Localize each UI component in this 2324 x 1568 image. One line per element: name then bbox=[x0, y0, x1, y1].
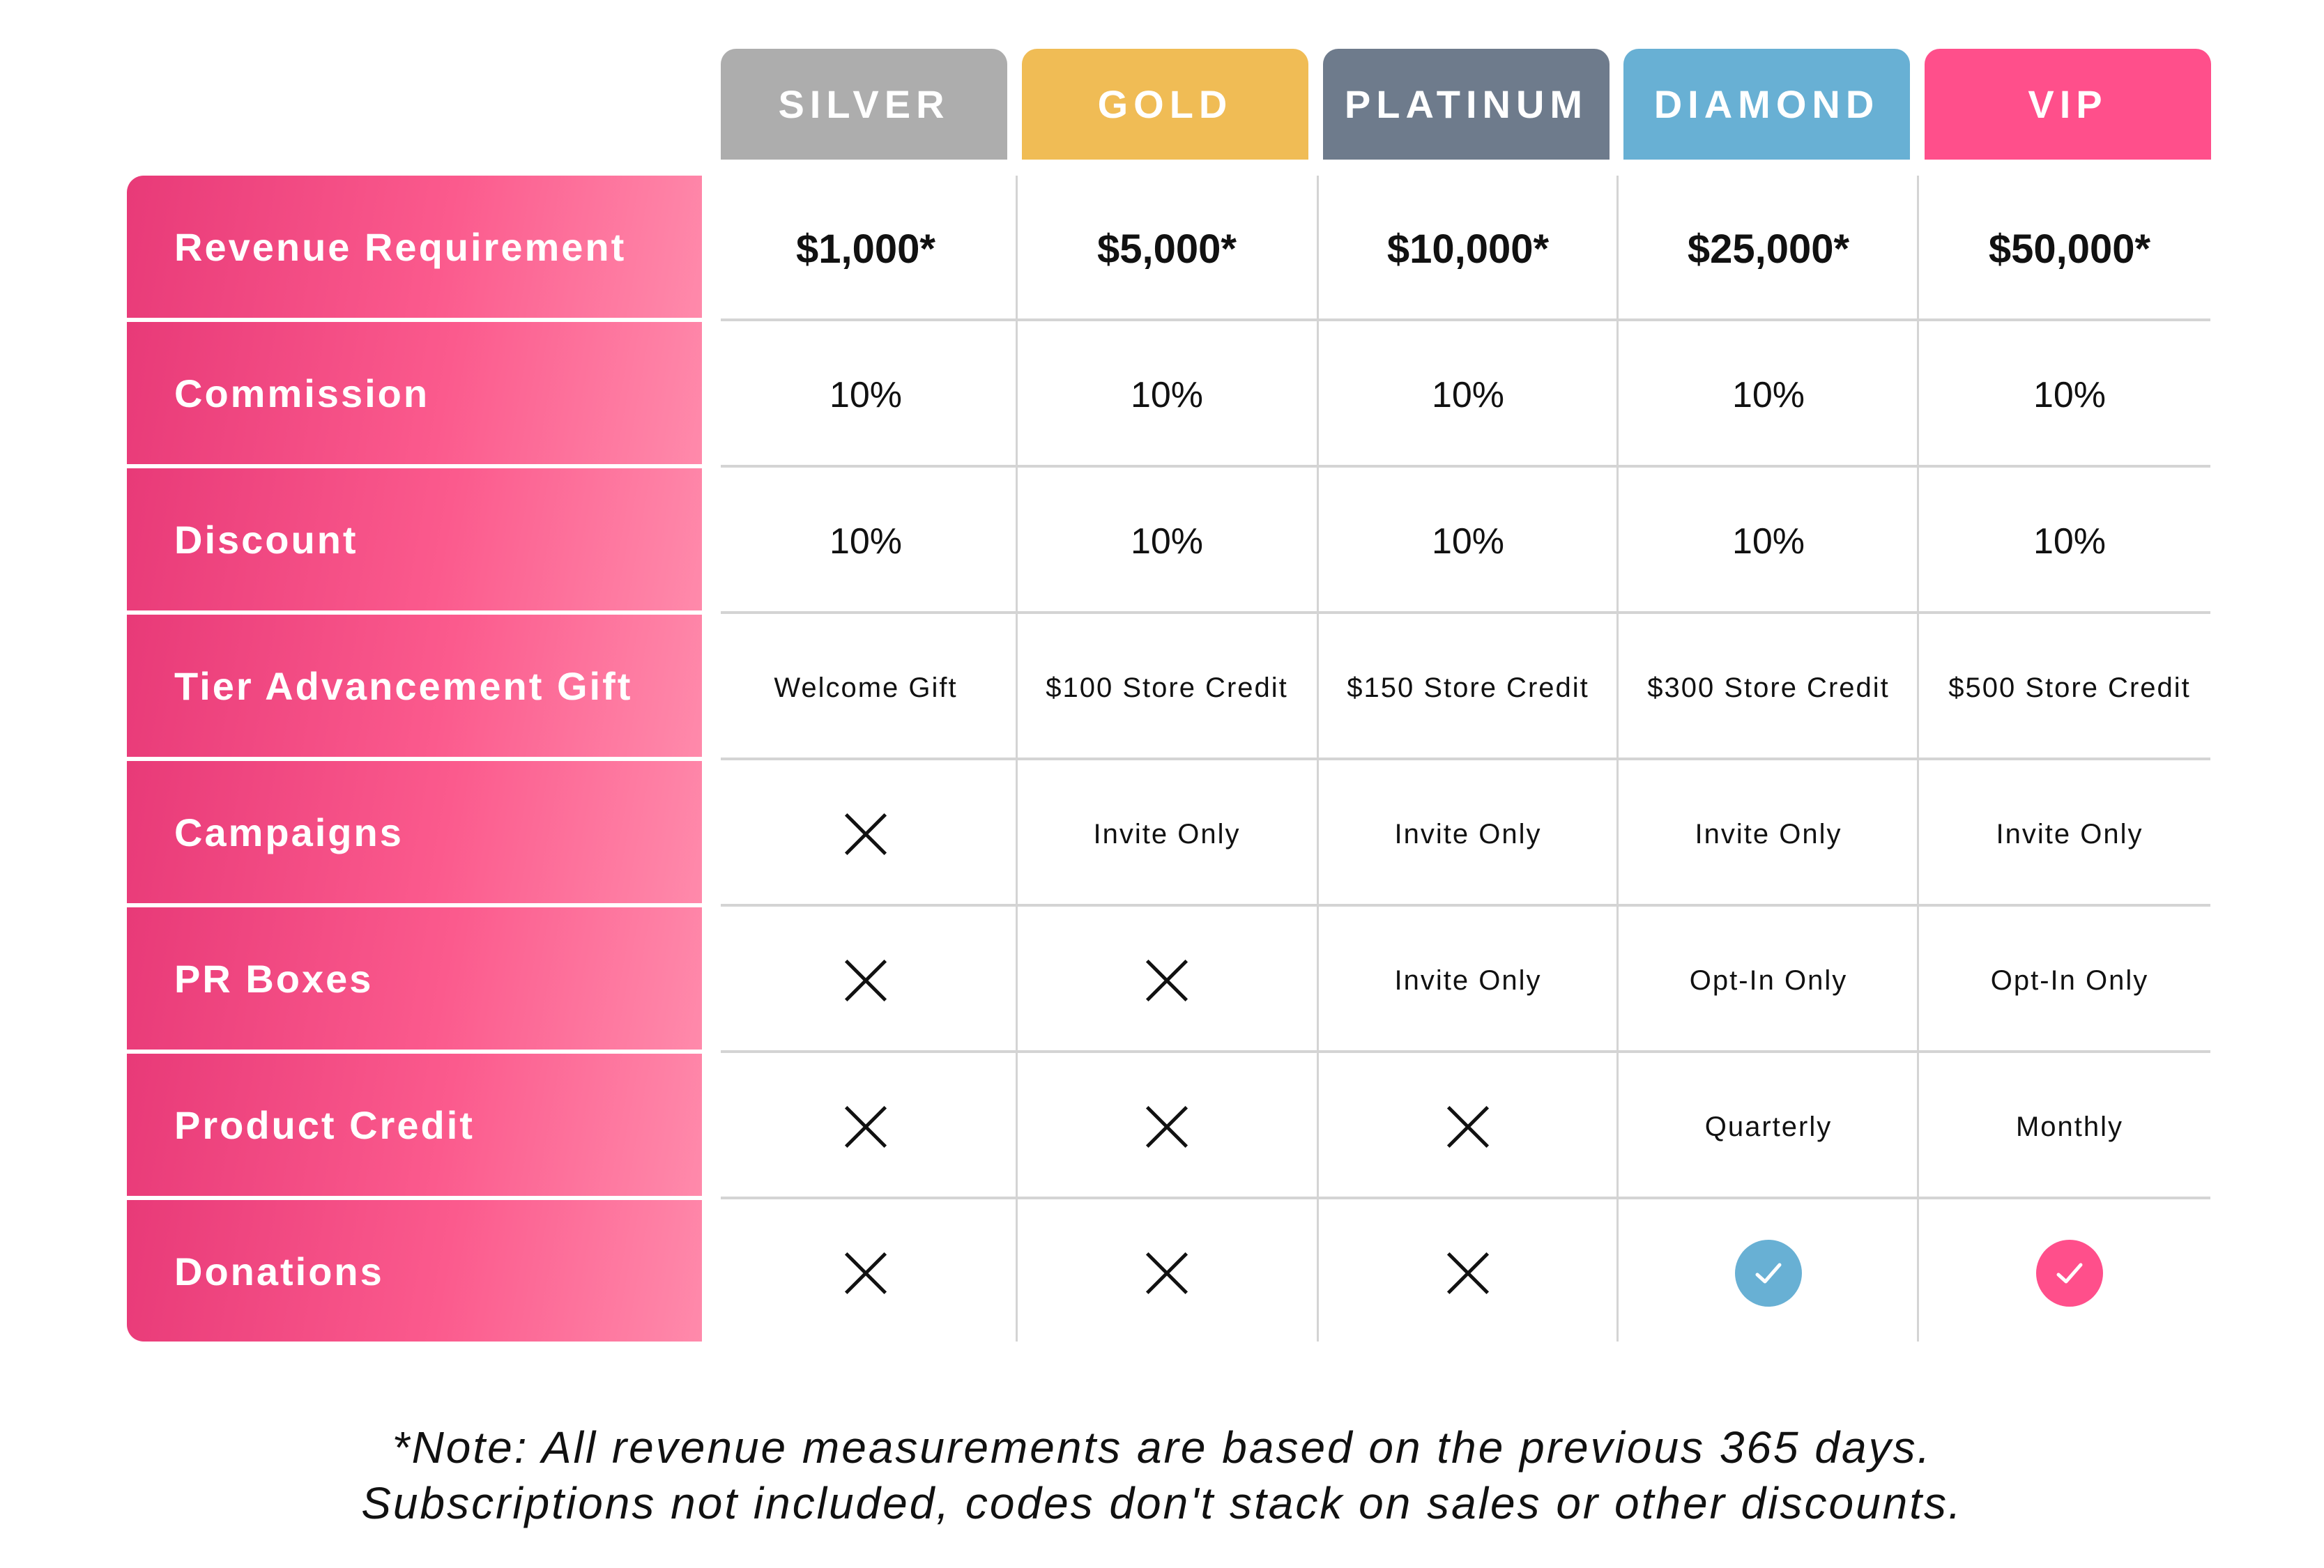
table-cell bbox=[1317, 1200, 1619, 1346]
table-cell: Welcome Gift bbox=[774, 672, 958, 703]
table-cell: Invite Only bbox=[1695, 818, 1842, 850]
table-cell: $10,000* bbox=[1386, 226, 1550, 272]
comparison-grid: $1,000* $5,000* $10,000* $25,000* $50,000* 10… bbox=[721, 176, 2210, 1342]
tier-header-vip: VIP bbox=[1925, 49, 2211, 160]
row-label: Tier Advancement Gift bbox=[127, 615, 702, 757]
table-cell bbox=[715, 907, 1016, 1054]
row-divider bbox=[721, 1050, 2210, 1053]
table-cell: Invite Only bbox=[1394, 964, 1542, 996]
table-cell bbox=[715, 1200, 1016, 1346]
row-divider bbox=[721, 1197, 2210, 1199]
table-cell: 10% bbox=[2033, 521, 2107, 562]
x-icon bbox=[845, 1252, 887, 1294]
tier-header-gold: GOLD bbox=[1022, 49, 1308, 160]
table-cell bbox=[1016, 1200, 1317, 1346]
table-cell: 10% bbox=[1431, 521, 1505, 562]
table-cell: Opt-In Only bbox=[1990, 964, 2149, 996]
table-cell: 10% bbox=[1731, 521, 1805, 562]
table-cell: 10% bbox=[1130, 521, 1204, 562]
table-cell: $5,000* bbox=[1097, 226, 1237, 272]
table-cell: 10% bbox=[829, 521, 903, 562]
table-cell: $150 Store Credit bbox=[1347, 672, 1589, 703]
table-cell: $300 Store Credit bbox=[1647, 672, 1890, 703]
table-cell: 10% bbox=[1731, 375, 1805, 415]
x-icon bbox=[845, 960, 887, 1001]
row-divider bbox=[721, 465, 2210, 468]
row-label: Product Credit bbox=[127, 1054, 702, 1196]
table-cell: $500 Store Credit bbox=[1948, 672, 2191, 703]
table-cell: 10% bbox=[1130, 375, 1204, 415]
table-cell bbox=[1919, 1200, 2220, 1346]
row-label: PR Boxes bbox=[127, 907, 702, 1050]
row-divider bbox=[721, 611, 2210, 614]
table-cell: Opt-In Only bbox=[1689, 964, 1848, 996]
x-icon bbox=[1447, 1252, 1489, 1294]
table-cell: Quarterly bbox=[1704, 1111, 1833, 1142]
table-cell bbox=[715, 761, 1016, 907]
table-cell bbox=[1618, 1200, 1919, 1346]
table-cell bbox=[1016, 1054, 1317, 1200]
table-cell: Invite Only bbox=[1394, 818, 1542, 850]
row-label: Revenue Requirement bbox=[127, 176, 702, 318]
table-cell: $50,000* bbox=[1988, 226, 2151, 272]
table-cell: $1,000* bbox=[796, 226, 935, 272]
table-cell: $100 Store Credit bbox=[1046, 672, 1288, 703]
row-label: Campaigns bbox=[127, 761, 702, 903]
tier-header-platinum: PLATINUM bbox=[1323, 49, 1610, 160]
table-cell bbox=[1016, 907, 1317, 1054]
row-label: Commission bbox=[127, 322, 702, 464]
row-label: Donations bbox=[127, 1200, 702, 1342]
table-cell: 10% bbox=[1431, 375, 1505, 415]
feature-label-column: Revenue Requirement Commission Discount Tie… bbox=[127, 176, 702, 1342]
table-cell: Invite Only bbox=[1996, 818, 2143, 850]
check-icon bbox=[1735, 1240, 1802, 1307]
table-cell: Monthly bbox=[2015, 1111, 2124, 1142]
x-icon bbox=[1146, 960, 1188, 1001]
row-divider bbox=[721, 904, 2210, 907]
table-cell bbox=[715, 1054, 1016, 1200]
tier-header-silver: SILVER bbox=[721, 49, 1007, 160]
x-icon bbox=[845, 813, 887, 855]
table-cell: 10% bbox=[2033, 375, 2107, 415]
footnote-line-2: Subscriptions not included, codes don't … bbox=[361, 1478, 1963, 1528]
tier-header-diamond: DIAMOND bbox=[1623, 49, 1910, 160]
check-icon bbox=[2036, 1240, 2103, 1307]
table-cell: Invite Only bbox=[1093, 818, 1241, 850]
row-label: Discount bbox=[127, 468, 702, 610]
x-icon bbox=[1146, 1106, 1188, 1148]
x-icon bbox=[1447, 1106, 1489, 1148]
x-icon bbox=[845, 1106, 887, 1148]
table-cell: 10% bbox=[829, 375, 903, 415]
footnote-line-1: *Note: All revenue measurements are base… bbox=[392, 1422, 1932, 1473]
row-divider bbox=[721, 758, 2210, 760]
table-cell: $25,000* bbox=[1687, 226, 1850, 272]
x-icon bbox=[1146, 1252, 1188, 1294]
table-cell bbox=[1317, 1054, 1619, 1200]
row-divider bbox=[721, 318, 2210, 321]
